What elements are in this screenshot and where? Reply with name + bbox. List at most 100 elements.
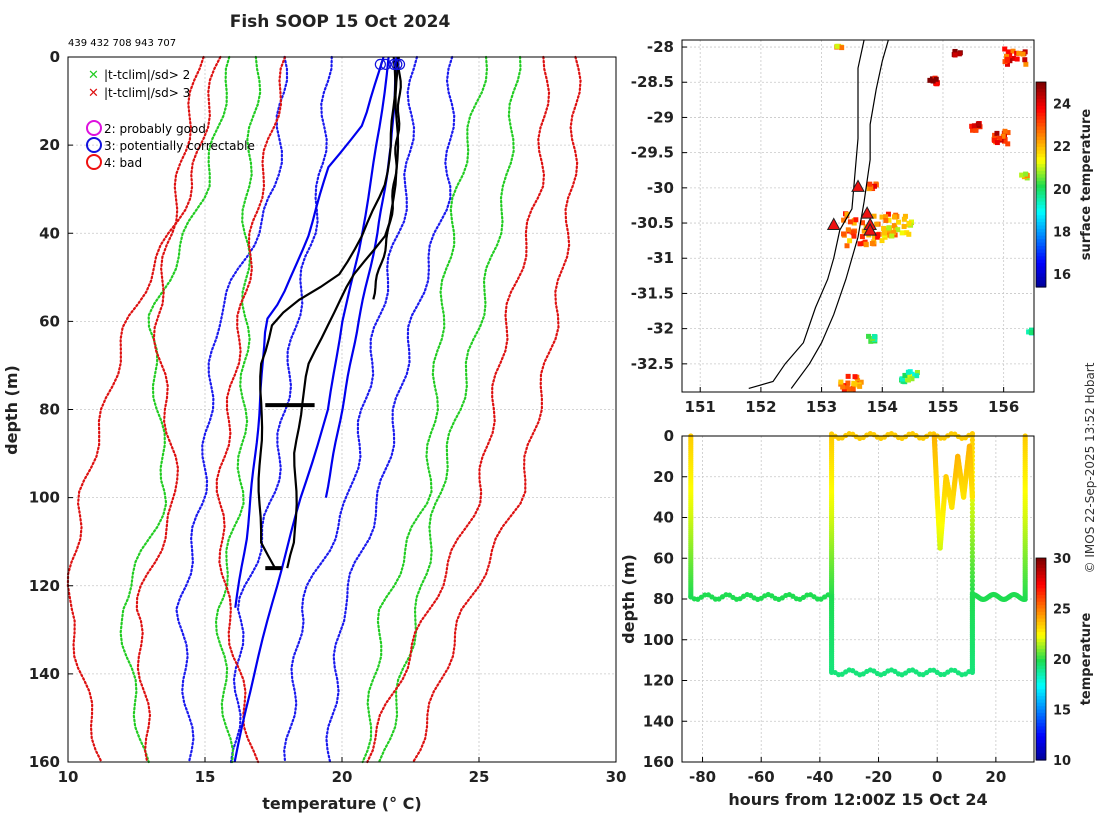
sst-colorbar-tick: 22 <box>1053 140 1071 155</box>
sst-pixel <box>891 223 897 229</box>
map-ytick-label: -30 <box>647 179 674 197</box>
sst-pixel <box>901 216 907 222</box>
map-ytick-label: -32 <box>647 320 674 338</box>
sst-pixel <box>886 225 892 231</box>
temperature-colorbar-tick: 20 <box>1053 653 1071 668</box>
sst-pixel <box>891 230 897 236</box>
temperature-colorbar-tick: 30 <box>1053 552 1071 567</box>
sst-colorbar-band <box>1036 205 1046 210</box>
time-xtick-label: -20 <box>865 768 892 786</box>
legend-symbol: ✕ <box>88 68 99 83</box>
sst-colorbar-band <box>1036 228 1046 233</box>
profile-xlabel: temperature (° C) <box>262 794 421 813</box>
sst-colorbar-band <box>1036 160 1046 165</box>
sst-pixel <box>906 220 912 226</box>
sst-pixel <box>914 369 920 375</box>
time-tracks <box>688 430 1028 678</box>
temperature-colorbar-band <box>1036 571 1046 576</box>
profile-line <box>234 56 385 608</box>
sst-colorbar-band <box>1036 218 1046 223</box>
legend-symbol: ✕ <box>88 86 99 101</box>
map-xtick-label: 152 <box>745 398 776 416</box>
sst-pixel <box>879 238 885 244</box>
sst-pixel <box>952 48 958 54</box>
temperature-colorbar-band <box>1036 729 1046 734</box>
legend-symbol <box>86 154 102 170</box>
time-ytick-label: 20 <box>653 468 674 486</box>
time-track-point <box>969 542 976 548</box>
credit-text: © IMOS 22-Sep-2025 13:52 Hobart <box>1083 362 1097 573</box>
sst-colorbar-band <box>1036 133 1046 138</box>
sst-pixel <box>866 333 872 339</box>
sst-colorbar-band <box>1036 222 1046 227</box>
temperature-colorbar-tick: 25 <box>1053 603 1071 618</box>
climatology-line <box>215 55 287 764</box>
sst-pixel <box>861 228 867 234</box>
climatology-line <box>325 55 456 764</box>
time-track-point <box>969 534 976 540</box>
sst-pixel <box>933 76 939 82</box>
station-marker <box>863 223 877 236</box>
sst-pixel <box>901 224 907 230</box>
temperature-colorbar-band <box>1036 605 1046 610</box>
map-xtick-label: 154 <box>867 398 898 416</box>
sst-pixel <box>1002 138 1008 144</box>
sst-pixel <box>857 241 863 247</box>
sst-pixel <box>891 214 897 220</box>
time-ytick-label: 0 <box>664 427 674 445</box>
temperature-colorbar-band <box>1036 645 1046 650</box>
time-track-point <box>969 494 976 500</box>
sst-colorbar-band <box>1036 266 1046 271</box>
sst-colorbar-band <box>1036 153 1046 158</box>
temperature-colorbar-band <box>1036 689 1046 694</box>
sst-colorbar-band <box>1036 232 1046 237</box>
flag-marker <box>380 58 392 71</box>
temperature-colorbar-band <box>1036 642 1046 647</box>
sst-colorbar-band <box>1036 252 1046 257</box>
temperature-colorbar-band <box>1036 699 1046 704</box>
sst-pixel <box>895 227 901 233</box>
sst-pixel <box>1016 50 1022 56</box>
temperature-colorbar-band <box>1036 739 1046 744</box>
climatology-line <box>229 55 333 764</box>
map-ytick-label: -29.5 <box>631 144 674 162</box>
climatology-line <box>175 55 289 764</box>
legend-symbol <box>86 137 102 153</box>
temperature-colorbar-band <box>1036 598 1046 603</box>
sst-pixel <box>973 127 979 133</box>
sst-colorbar-tick: 16 <box>1053 268 1071 283</box>
sst-colorbar-band <box>1036 102 1046 107</box>
temperature-colorbar-band <box>1036 659 1046 663</box>
sst-colorbar-band <box>1036 259 1046 264</box>
sst-pixel <box>1022 57 1028 63</box>
temperature-colorbar-band <box>1036 655 1046 660</box>
climatology-line <box>66 55 222 764</box>
temperature-colorbar-band <box>1036 615 1046 620</box>
temperature-colorbar-band <box>1036 706 1046 711</box>
time-track-point <box>969 558 976 564</box>
sst-pixel <box>868 185 874 191</box>
sst-colorbar-band <box>1036 119 1046 124</box>
legend-label: 4: bad <box>104 156 142 170</box>
sst-pixel <box>889 233 895 239</box>
sst-pixel <box>834 43 840 49</box>
sst-pixel <box>994 140 1000 146</box>
sst-colorbar-band <box>1036 273 1046 278</box>
sst-pixel <box>886 228 892 234</box>
sst-colorbar-band <box>1036 99 1046 104</box>
temperature-colorbar-band <box>1036 726 1046 731</box>
coastline-1 <box>748 40 865 390</box>
time-ytick-label: 120 <box>643 672 674 690</box>
temperature-colorbar-band <box>1036 608 1046 613</box>
sst-colorbar-band <box>1036 256 1046 261</box>
sst-colorbar-band <box>1036 157 1046 162</box>
sst-pixel <box>956 51 962 57</box>
sst-pixel <box>1020 51 1026 57</box>
sst-colorbar-band <box>1036 225 1046 230</box>
temperature-colorbar-band <box>1036 702 1046 707</box>
temperature-colorbar-band <box>1036 733 1046 738</box>
profile-ytick-label: 120 <box>29 577 60 595</box>
sst-pixel <box>867 181 873 187</box>
time-xtick-label: 20 <box>985 768 1006 786</box>
